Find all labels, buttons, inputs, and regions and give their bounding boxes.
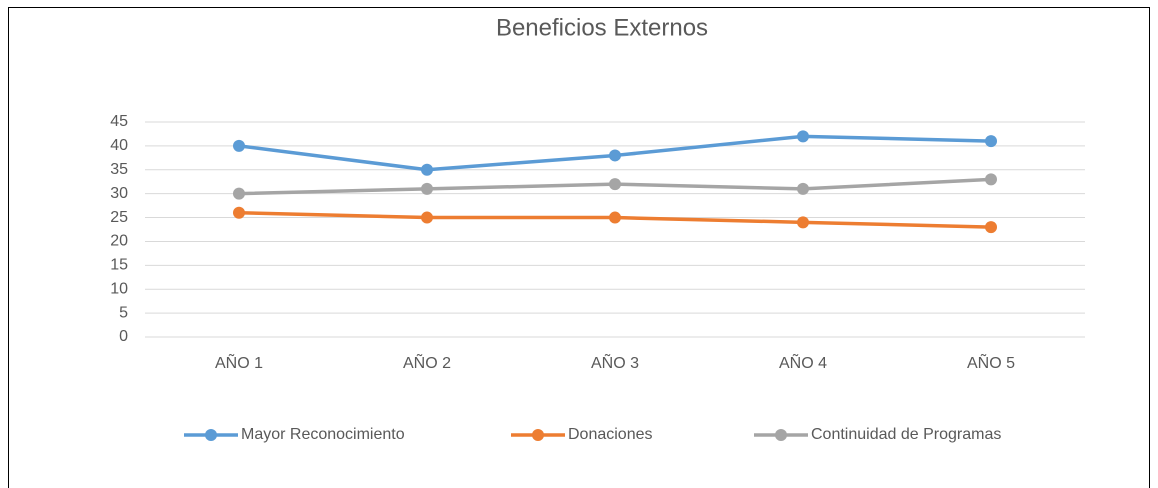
y-tick-label: 45 (110, 113, 128, 130)
data-point (609, 149, 621, 162)
data-point (797, 216, 809, 229)
data-point (421, 182, 433, 195)
y-tick-label: 35 (110, 161, 128, 178)
data-point (233, 139, 245, 152)
x-tick-label: AÑO 5 (967, 352, 1015, 372)
legend-label: Donaciones (568, 426, 653, 443)
chart-title: Beneficios Externos (496, 14, 708, 41)
y-tick-label: 40 (110, 137, 128, 154)
data-point (797, 182, 809, 195)
data-point (985, 221, 997, 234)
y-tick-label: 25 (110, 209, 128, 226)
data-point (985, 135, 997, 148)
chart-border (8, 7, 1150, 488)
y-tick-label: 10 (110, 280, 128, 297)
x-tick-label: AÑO 1 (215, 352, 263, 372)
data-point (985, 173, 997, 186)
legend-marker (205, 429, 217, 441)
data-point (421, 163, 433, 176)
data-point (233, 206, 245, 219)
data-point (609, 211, 621, 224)
legend-label: Continuidad de Programas (811, 426, 1001, 443)
legend-marker (775, 429, 787, 441)
data-point (609, 178, 621, 191)
y-tick-label: 15 (110, 257, 128, 274)
y-tick-label: 0 (119, 328, 128, 345)
y-tick-label: 20 (110, 233, 128, 250)
legend-marker (532, 429, 544, 441)
data-point (233, 187, 245, 200)
x-tick-label: AÑO 4 (779, 352, 827, 372)
y-tick-label: 5 (119, 304, 128, 321)
x-tick-label: AÑO 3 (591, 352, 639, 372)
data-point (797, 130, 809, 143)
y-tick-label: 30 (110, 185, 128, 202)
legend-label: Mayor Reconocimiento (241, 426, 405, 443)
x-tick-label: AÑO 2 (403, 352, 451, 372)
data-point (421, 211, 433, 224)
